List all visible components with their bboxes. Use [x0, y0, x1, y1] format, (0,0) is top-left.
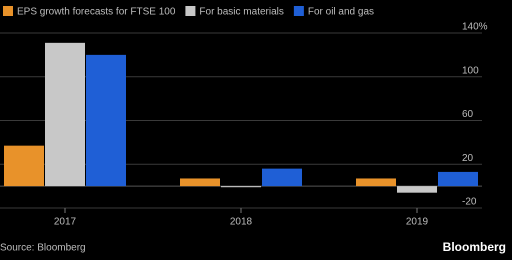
- bar: [397, 186, 437, 193]
- bar: [262, 168, 302, 187]
- bar: [86, 54, 126, 187]
- bar: [438, 171, 478, 187]
- bar: [180, 178, 220, 187]
- y-tick-label: 140%: [462, 22, 488, 33]
- legend-label: EPS growth forecasts for FTSE 100: [17, 7, 176, 18]
- legend-swatch: [293, 6, 304, 16]
- x-tick-label: 2018: [230, 217, 253, 228]
- legend-label: For basic materials: [199, 7, 283, 18]
- bar: [4, 145, 44, 187]
- bar: [221, 186, 261, 188]
- x-tick-label: 2019: [406, 217, 429, 228]
- y-tick-label: 100: [462, 65, 479, 76]
- bar: [356, 178, 396, 187]
- source: Source: Bloomberg: [0, 243, 86, 254]
- legend-label: For oil and gas: [308, 7, 374, 18]
- legend-swatch: [3, 6, 13, 16]
- y-tick-label: 60: [462, 109, 474, 120]
- logo: Bloomberg: [443, 240, 506, 254]
- legend-swatch: [185, 6, 196, 16]
- y-tick-label: -20: [462, 197, 477, 208]
- x-tick-label: 2017: [54, 217, 77, 228]
- y-tick-label: 20: [462, 153, 474, 164]
- bar: [45, 42, 85, 187]
